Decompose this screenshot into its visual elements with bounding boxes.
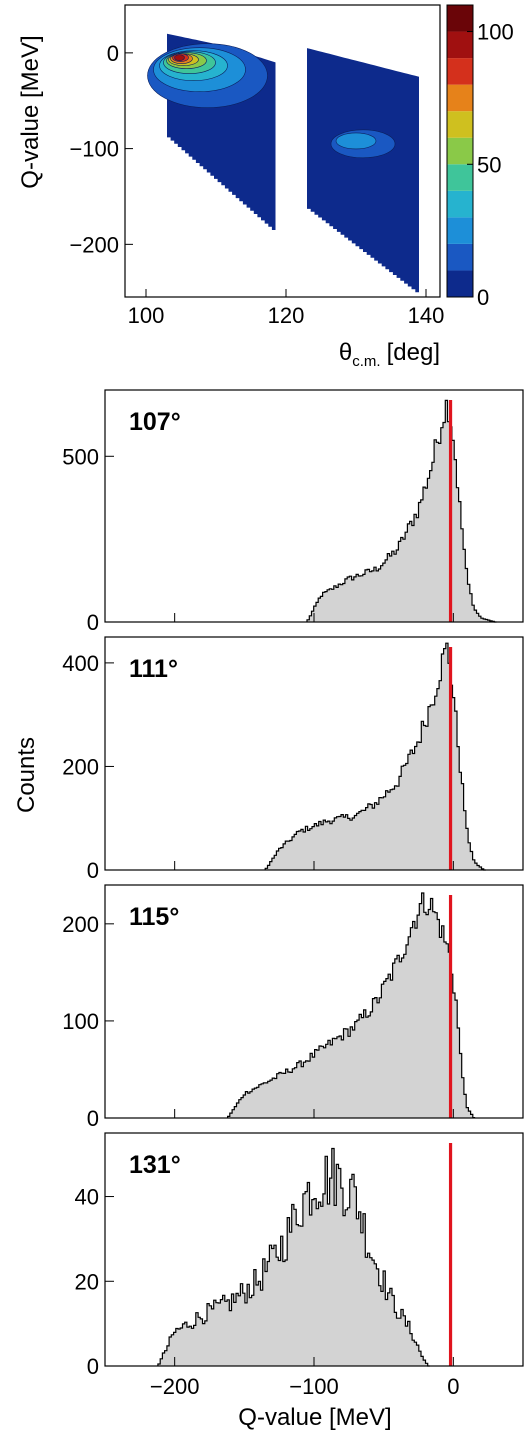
heatmap-y-tick-label-0: 0	[107, 41, 119, 66]
colorbar-level-7	[447, 84, 473, 112]
histogram-y-tick-label-3-0: 0	[87, 1354, 99, 1379]
heatmap-y-tick-label-1: −100	[69, 137, 119, 162]
heatmap-x-tick-label-0: 100	[128, 303, 165, 328]
heatmap-y-tick-label-2: −200	[69, 232, 119, 257]
histogram-line-2	[227, 892, 476, 1119]
histogram-y-tick-label-1-1: 200	[62, 754, 99, 779]
heatmap-ticks: 100 120 140 0 −100 −200	[69, 41, 444, 328]
colorbar-level-1	[447, 243, 473, 271]
heatmap-contour-9	[174, 54, 185, 61]
histogram-y-tick-label-0-1: 500	[62, 444, 99, 469]
histogram-angle-label-0: 107°	[129, 408, 181, 436]
histogram-x-tick-label-3-0: −200	[150, 1374, 200, 1399]
colorbar-level-10	[447, 5, 473, 32]
histogram-fill-2	[227, 893, 476, 1118]
colorbar-tick-label-2: 100	[477, 20, 514, 45]
heatmap-contour-right-2	[335, 132, 377, 150]
colorbar-level-6	[447, 111, 473, 138]
histogram-angle-label-2: 115°	[129, 903, 179, 931]
histogram-panel-3: 0 20 40 −200 −100 0 131°	[75, 1132, 524, 1399]
colorbar-level-3	[447, 190, 473, 218]
histogram-x-tick-label-3-2: 0	[447, 1374, 459, 1399]
colorbar-level-2	[447, 217, 473, 244]
histogram-line-0	[306, 399, 497, 623]
q-value-axis-label: Q-value [MeV]	[238, 1404, 391, 1431]
heatmap-x-tick-label-2: 140	[408, 303, 445, 328]
histogram-angle-label-1: 111°	[129, 655, 178, 683]
histogram-y-tick-label-2-1: 100	[62, 1009, 99, 1034]
histogram-panels: 0 500 107° 0 200 400 111° 0 100 200 115° 0 20 40 −200 −…	[62, 389, 524, 1399]
heatmap-x-axis-label: θc.m. [deg]	[339, 339, 440, 370]
colorbar-level-0	[447, 270, 473, 297]
heatmap-x-tick-label-1: 120	[268, 303, 305, 328]
colorbar-tick-label-0: 0	[477, 285, 489, 310]
histogram-y-tick-label-2-2: 200	[62, 912, 99, 937]
heatmap-x-label-theta: θ	[339, 339, 352, 366]
histogram-y-tick-label-0-0: 0	[87, 610, 99, 635]
histogram-y-tick-label-1-0: 0	[87, 858, 99, 883]
colorbar-frame	[446, 4, 474, 298]
colorbar-level-8	[447, 58, 473, 85]
colorbar-level-4	[447, 164, 473, 191]
heatmap-x-label-sub: c.m.	[352, 353, 380, 370]
heatmap-y-axis-label: Q-value [MeV]	[17, 35, 44, 188]
histogram-y-tick-label-2-0: 0	[87, 1106, 99, 1131]
histogram-panel-0: 0 500 107°	[62, 389, 524, 635]
heatmap-body	[147, 33, 419, 293]
histogram-panel-1: 0 200 400 111°	[62, 636, 524, 883]
histogram-line-3	[157, 1147, 430, 1367]
colorbar-level-5	[447, 137, 473, 165]
heatmap-region-1	[307, 48, 419, 293]
histogram-x-tick-label-3-1: −100	[289, 1374, 339, 1399]
histogram-angle-label-3: 131°	[129, 1151, 181, 1179]
colorbar-tick-label-1: 50	[477, 152, 501, 177]
histogram-panel-2: 0 100 200 115°	[62, 884, 524, 1131]
heatmap-colorbar: 0 50 100	[446, 4, 514, 310]
histogram-fill-0	[307, 400, 497, 622]
colorbar-level-9	[447, 31, 473, 59]
counts-axis-label: Counts	[13, 737, 40, 813]
histogram-y-tick-label-3-1: 20	[75, 1269, 99, 1294]
histogram-fill-1	[265, 643, 486, 870]
heatmap-x-label-unit: [deg]	[387, 339, 440, 366]
histogram-y-tick-label-3-2: 40	[75, 1185, 99, 1210]
histogram-y-tick-label-1-2: 400	[62, 651, 99, 676]
histogram-fill-3	[157, 1148, 430, 1366]
